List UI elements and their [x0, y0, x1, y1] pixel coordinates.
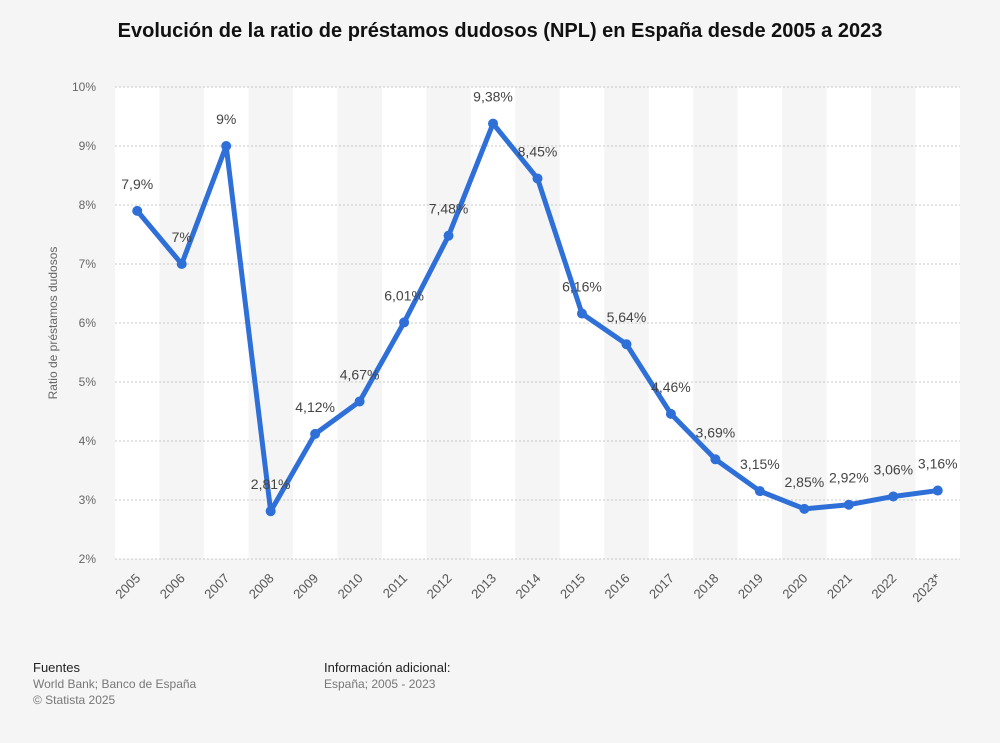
y-tick-label: 10% — [72, 80, 96, 94]
x-tick-label: 2017 — [646, 571, 677, 602]
x-tick-label: 2010 — [335, 571, 366, 602]
sources-title: Fuentes — [33, 660, 80, 675]
additional-info-text: España; 2005 - 2023 — [324, 677, 436, 691]
y-axis-ticks: 2% 3% 4% 5% 6% 7% 8% 9% 10% — [72, 80, 96, 566]
data-point — [488, 118, 499, 129]
data-point — [932, 485, 943, 496]
x-tick-label: 2012 — [424, 571, 455, 602]
data-label: 9% — [216, 111, 236, 127]
data-label: 7,48% — [429, 201, 469, 217]
x-tick-label: 2005 — [112, 571, 143, 602]
data-label: 2,92% — [829, 470, 869, 486]
data-label: 6,01% — [384, 287, 424, 303]
x-tick-label: 2006 — [157, 571, 188, 602]
data-point — [443, 230, 454, 241]
x-tick-label: 2008 — [246, 571, 277, 602]
y-tick-label: 6% — [79, 316, 97, 330]
x-tick-label: 2007 — [201, 571, 232, 602]
data-point — [221, 141, 232, 151]
data-label: 2,85% — [784, 474, 824, 490]
data-label: 4,67% — [340, 366, 380, 382]
x-tick-label: 2009 — [290, 571, 321, 602]
data-point — [710, 454, 721, 465]
data-point — [621, 339, 632, 350]
data-point — [399, 317, 410, 328]
y-axis-label: Ratio de préstamos dudosos — [46, 247, 60, 400]
data-point — [754, 486, 765, 497]
data-label: 3,69% — [696, 424, 736, 440]
x-axis-ticks: 2005 2006 2007 2008 2009 2010 2011 2012 2013 2014… — [112, 571, 944, 606]
x-tick-label: 2011 — [380, 571, 410, 601]
x-tick-label: 2019 — [735, 571, 766, 602]
y-tick-label: 3% — [79, 493, 97, 507]
data-label: 7,9% — [121, 176, 153, 192]
y-tick-label: 4% — [79, 434, 97, 448]
data-point — [665, 408, 676, 419]
data-point — [843, 499, 854, 510]
data-point — [354, 396, 365, 407]
y-tick-label: 5% — [79, 375, 97, 389]
data-label: 5,64% — [607, 309, 647, 325]
x-tick-label: 2018 — [690, 571, 721, 602]
x-tick-label: 2016 — [602, 571, 633, 602]
y-tick-label: 9% — [79, 139, 97, 153]
data-label: 4,12% — [295, 399, 335, 415]
data-label: 4,46% — [651, 379, 691, 395]
y-tick-label: 2% — [79, 552, 97, 566]
data-point — [265, 506, 276, 517]
x-tick-label: 2023* — [909, 571, 944, 606]
data-label: 6,16% — [562, 279, 602, 295]
y-tick-label: 8% — [79, 198, 97, 212]
data-point — [888, 491, 899, 502]
x-tick-label: 2015 — [557, 571, 588, 602]
data-label: 3,06% — [873, 461, 913, 477]
grid-lines — [115, 86, 960, 560]
sources-block: Fuentes World Bank; Banco de España © St… — [33, 659, 196, 708]
data-point — [132, 205, 143, 216]
data-points — [132, 118, 943, 517]
data-point — [176, 259, 187, 269]
data-label: 7% — [172, 229, 192, 245]
data-label: 9,38% — [473, 89, 513, 105]
additional-info-block: Información adicional: España; 2005 - 20… — [324, 659, 450, 692]
data-point — [799, 503, 810, 514]
chart-title: Evolución de la ratio de préstamos dudos… — [117, 20, 883, 42]
x-tick-label: 2013 — [468, 571, 499, 602]
data-point — [310, 428, 321, 439]
data-point — [532, 173, 543, 184]
data-point — [576, 308, 587, 319]
x-tick-label: 2022 — [868, 571, 899, 602]
y-tick-label: 7% — [79, 257, 97, 271]
x-tick-label: 2021 — [824, 571, 855, 602]
x-tick-label: 2020 — [779, 571, 810, 602]
data-label: 3,16% — [918, 456, 958, 472]
additional-info-title: Información adicional: — [324, 660, 451, 675]
copyright-text: © Statista 2025 — [33, 693, 116, 707]
line-chart: 2% 3% 4% 5% 6% 7% 8% 9% 10% Ratio de préstamos d… — [46, 80, 960, 606]
x-tick-label: 2014 — [513, 571, 544, 602]
data-label: 3,15% — [740, 456, 780, 472]
sources-text: World Bank; Banco de España — [33, 677, 197, 691]
data-label: 2,81% — [251, 476, 291, 492]
data-label: 8,45% — [518, 143, 558, 159]
data-labels: 7,9% 7% 9% 2,81% 4,12% 4,67% 6,01% 7,48% 9,38% 8,… — [121, 89, 957, 493]
